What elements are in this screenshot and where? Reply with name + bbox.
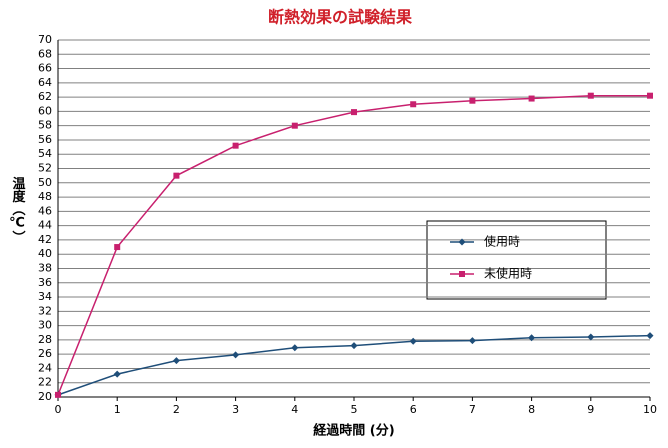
y-tick-label: 26 [38,347,52,360]
x-tick-label: 8 [528,403,535,416]
data-point [469,97,476,104]
y-tick-label: 54 [38,147,52,160]
data-point [55,391,61,398]
y-tick-label: 34 [38,290,52,303]
data-point [410,101,417,108]
y-tick-label: 52 [38,162,52,175]
data-point [291,344,299,352]
y-tick-label: 62 [38,90,52,103]
data-point [232,142,239,149]
x-tick-label: 6 [410,403,417,416]
data-point [113,370,121,378]
y-tick-label: 56 [38,133,52,146]
x-tick-label: 4 [291,403,298,416]
y-tick-label: 46 [38,204,52,217]
y-tick-label: 28 [38,333,52,346]
y-tick-label: 42 [38,233,52,246]
legend-marker [458,238,466,246]
data-point [528,334,536,342]
y-tick-label: 36 [38,276,52,289]
y-tick-label: 30 [38,319,52,332]
y-tick-label: 60 [38,104,52,117]
x-tick-label: 3 [232,403,239,416]
y-tick-label: 38 [38,261,52,274]
data-point [646,332,654,340]
y-tick-label: 24 [38,361,52,374]
y-tick-label: 58 [38,119,52,132]
x-tick-label: 2 [173,403,180,416]
data-point [172,357,180,365]
y-tick-label: 20 [38,390,52,403]
y-tick-label: 48 [38,190,52,203]
data-point [114,244,121,251]
x-tick-label: 0 [55,403,62,416]
y-tick-label: 68 [38,47,52,60]
data-point [587,333,595,341]
x-tick-label: 7 [469,403,476,416]
data-point [232,351,240,359]
x-axis-label: 経過時間 (分) [313,423,394,439]
data-point [587,92,594,99]
y-tick-label: 44 [38,219,52,232]
x-tick-label: 1 [114,403,121,416]
y-axis-label: 温度（℃） [9,177,26,244]
legend-marker [459,271,465,277]
data-point [647,92,653,99]
x-tick-label: 5 [351,403,358,416]
x-tick-label: 10 [643,403,657,416]
data-point [291,122,298,129]
data-point [173,172,180,179]
legend-box [426,220,607,300]
data-point [468,337,476,345]
y-tick-label: 22 [38,376,52,389]
legend-text: 使用時 [484,234,520,249]
data-point [351,109,357,116]
data-point [350,342,358,350]
y-tick-label: 50 [38,176,52,189]
chart-title: 断熱効果の試験結果 [268,8,412,27]
y-tick-label: 40 [38,247,52,260]
y-tick-label: 66 [38,62,52,75]
y-tick-label: 64 [38,76,52,89]
legend-text: 未使用時 [484,266,532,281]
x-tick-label: 9 [587,403,594,416]
y-tick-label: 32 [38,304,52,317]
y-tick-label: 70 [38,33,52,46]
data-point [409,337,417,345]
data-point [528,95,535,102]
